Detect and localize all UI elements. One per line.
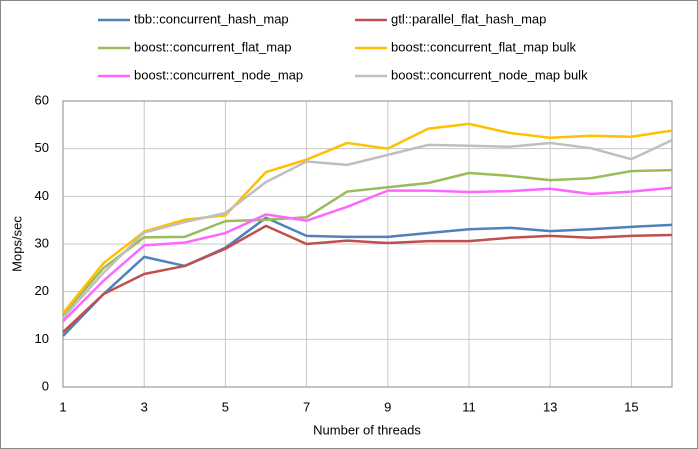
y-tick-label: 20 [35,283,49,298]
series-line [62,224,673,334]
series-line [62,122,673,314]
legend-label: boost::concurrent_node_map bulk [391,67,588,82]
x-tick-label: 1 [59,399,66,414]
y-tick-label: 50 [35,140,49,155]
y-tick-label: 10 [35,331,49,346]
legend-label: tbb::concurrent_hash_map [134,11,289,26]
y-tick-label: 40 [35,188,49,203]
x-tick-label: 15 [624,399,638,414]
series-line [62,138,673,319]
series-line [62,168,673,316]
x-tick-label: 9 [384,399,391,414]
y-axis-label: Mops/sec [9,216,24,272]
x-tick-label: 11 [462,399,476,414]
y-tick-label: 0 [42,378,49,393]
series-line [62,186,673,323]
x-tick-label: 13 [543,399,557,414]
x-tick-label: 3 [141,399,148,414]
plot-area [62,100,673,388]
legend-label: boost::concurrent_flat_map [134,39,292,54]
series-line [62,216,673,337]
x-tick-label: 7 [303,399,310,414]
x-tick-label: 5 [222,399,229,414]
legend-label: boost::concurrent_node_map [134,67,303,82]
y-tick-label: 60 [35,92,49,107]
legend-label: boost::concurrent_flat_map bulk [391,39,576,54]
legend-label: gtl::parallel_flat_hash_map [391,11,546,26]
x-axis-label: Number of threads [313,422,421,437]
y-tick-label: 30 [35,235,49,250]
